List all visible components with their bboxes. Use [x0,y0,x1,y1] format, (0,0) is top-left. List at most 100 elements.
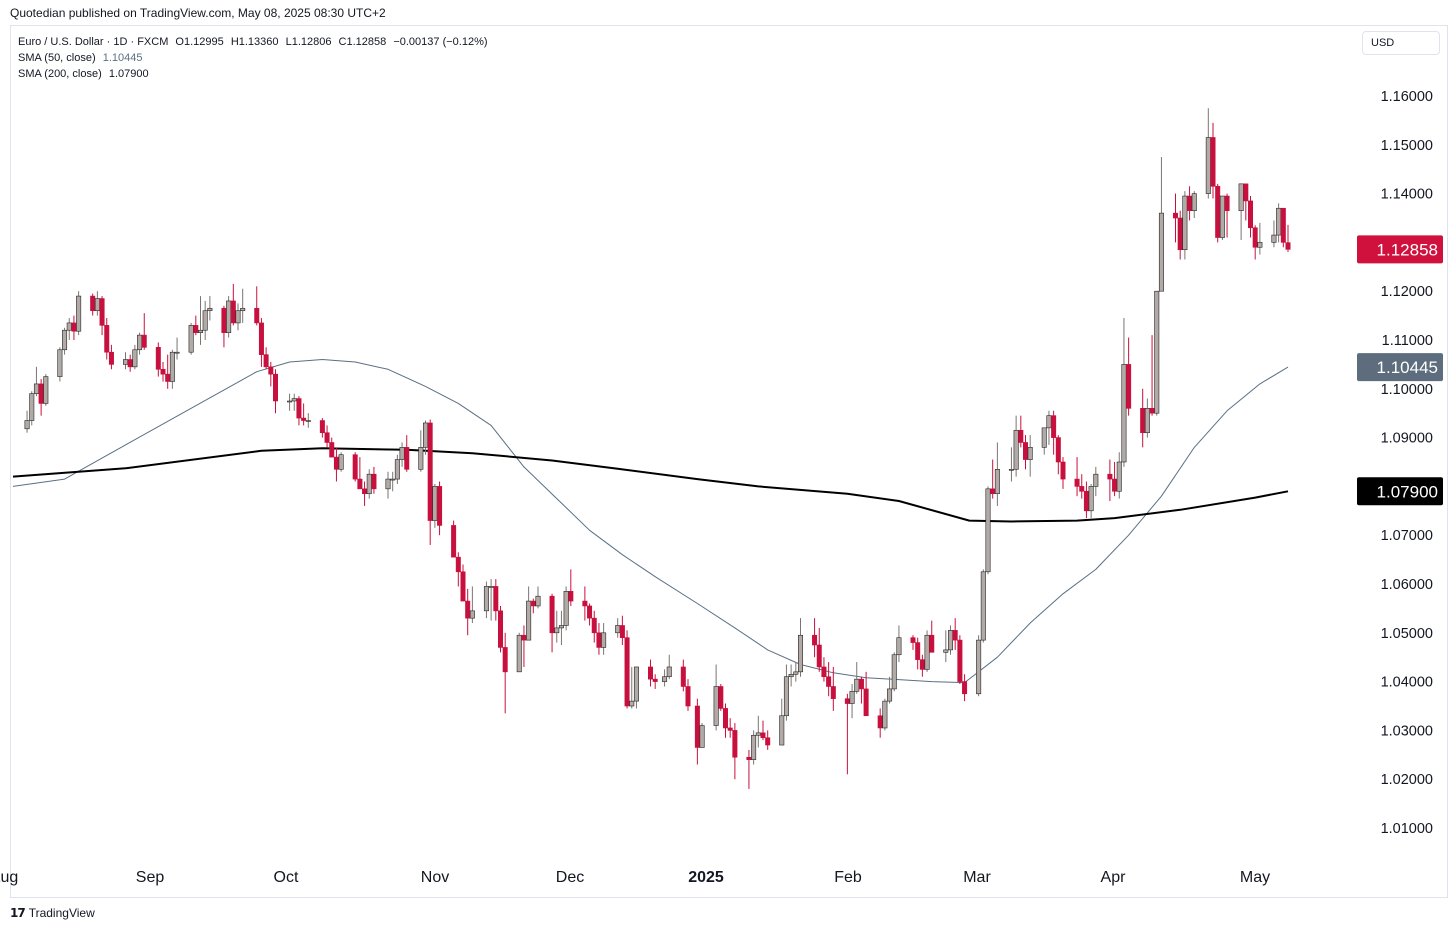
candle-body [694,705,700,748]
candle [549,593,555,653]
candle [329,437,335,458]
candle [1116,452,1122,499]
candle-body [193,325,199,333]
candle-body [29,393,35,421]
candle [422,420,428,455]
candle [924,630,930,672]
candle-body [1154,290,1160,414]
candle [779,698,785,746]
candle-body [437,486,443,526]
candle [272,369,278,414]
price-label-last: 1.12858 [1357,235,1443,264]
candle-body [287,400,293,403]
x-tick-label: Feb [834,869,862,886]
candle [652,674,658,689]
legend-sma200-row[interactable]: SMA (200, close) 1.07900 [18,66,492,82]
candle-body [291,398,297,402]
candle-body [324,432,330,443]
candle [230,283,236,326]
candle [493,579,499,621]
candle-body [329,442,335,458]
x-tick-label: Sep [136,869,165,886]
x-tick-label: May [1240,869,1270,886]
candle [1210,122,1216,199]
candle [1205,108,1211,199]
candle [943,630,949,663]
legend-close: C1.12858 [338,36,387,48]
candle-body [821,666,827,678]
candle-body [1177,217,1183,251]
candle-body [460,571,466,602]
candle [722,703,728,738]
candle-body [1243,183,1249,202]
legend-sma50-row[interactable]: SMA (50, close) 1.10445 [18,50,492,66]
candle [66,318,72,340]
candle [601,623,607,655]
candle [258,318,264,367]
candle [887,676,893,704]
candle-body [816,644,822,668]
candle-body [1224,195,1230,211]
candle [287,393,293,411]
candle [1173,193,1179,243]
candle [1008,447,1014,482]
x-tick-label: Oct [274,869,299,886]
candle-body [1055,437,1061,463]
candle [390,471,396,492]
candle [24,410,30,433]
legend-sma50-label: SMA (50, close) [18,52,96,64]
candle-body [1083,490,1089,512]
y-tick-label: 1.15000 [1381,138,1433,154]
y-tick-label: 1.16000 [1381,89,1433,105]
currency-button[interactable]: USD [1362,31,1440,55]
candle [1126,337,1132,416]
price-label-sma200: 1.07900 [1357,477,1443,506]
candle [94,291,100,316]
candle-body [137,334,143,351]
candle [812,618,818,658]
candle [76,291,82,336]
legend-ohlc-row[interactable]: Euro / U.S. Dollar · 1D · FXCM O1.12995 … [18,34,492,50]
legend-high: H1.13360 [230,36,279,48]
candle-body [188,325,194,353]
candle [877,708,883,738]
candle [1224,193,1230,238]
candle [849,684,855,719]
candle-body [221,307,227,333]
candle-body [521,634,527,641]
candle-body [240,307,246,312]
candle-body [887,688,893,702]
candle-body [43,376,49,404]
plot-area [12,108,1291,789]
candle-body [207,307,213,312]
candle-body [1248,200,1254,229]
candle-body [596,632,602,648]
candle [554,610,560,643]
candle-body [268,366,274,375]
candle-body [1276,207,1282,236]
candle-body [990,488,996,495]
candle [90,293,96,316]
legend-low: L1.12806 [285,36,332,48]
candle-body [722,708,728,729]
candle-body [1140,408,1146,434]
candle-body [976,639,982,695]
candle [662,669,668,687]
candle-body [854,678,860,692]
tradingview-footer[interactable]: 𝟭𝟳 TradingView [10,906,95,920]
candle [1154,290,1160,416]
candle-body [629,700,635,707]
candle-body [1158,212,1164,292]
candle [1079,474,1085,499]
candle [188,322,194,355]
candle [891,652,897,692]
candle [1018,415,1024,448]
candle [483,581,489,619]
candle [582,586,588,621]
candle-body [1008,469,1014,471]
candle [319,418,325,438]
candle-body [985,488,991,573]
candle [858,676,864,704]
candle [455,552,461,587]
